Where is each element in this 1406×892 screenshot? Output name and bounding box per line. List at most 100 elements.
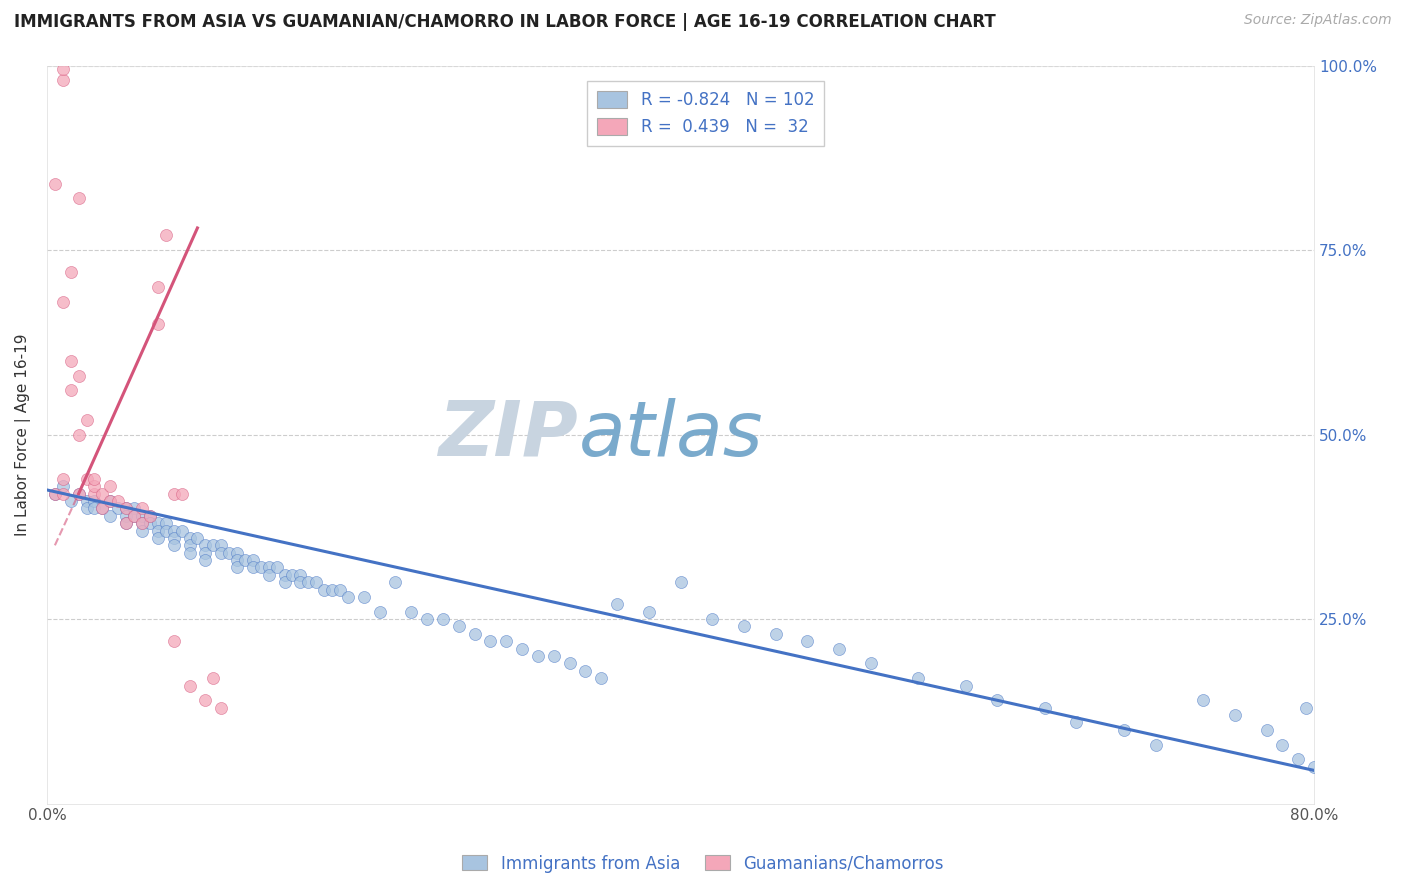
- Point: [257, 567, 280, 582]
- Point: [146, 280, 169, 294]
- Point: [257, 560, 280, 574]
- Point: [98, 494, 121, 508]
- Point: [163, 524, 186, 538]
- Point: [146, 531, 169, 545]
- Point: [1033, 700, 1056, 714]
- Point: [139, 516, 162, 531]
- Point: [91, 486, 114, 500]
- Point: [67, 427, 90, 442]
- Point: [122, 501, 145, 516]
- Point: [859, 657, 882, 671]
- Point: [76, 501, 98, 516]
- Point: [115, 501, 138, 516]
- Point: [1303, 760, 1326, 774]
- Point: [98, 508, 121, 523]
- Point: [233, 553, 256, 567]
- Point: [91, 501, 114, 516]
- Point: [52, 486, 75, 500]
- Legend: R = -0.824   N = 102, R =  0.439   N =  32: R = -0.824 N = 102, R = 0.439 N = 32: [588, 81, 824, 146]
- Point: [67, 486, 90, 500]
- Point: [336, 590, 359, 604]
- Point: [1066, 715, 1088, 730]
- Point: [91, 501, 114, 516]
- Point: [76, 413, 98, 427]
- Point: [155, 228, 177, 243]
- Point: [76, 494, 98, 508]
- Point: [67, 191, 90, 205]
- Point: [907, 671, 929, 685]
- Point: [170, 524, 193, 538]
- Point: [83, 486, 105, 500]
- Point: [702, 612, 724, 626]
- Point: [290, 575, 312, 590]
- Point: [155, 524, 177, 538]
- Point: [83, 479, 105, 493]
- Point: [139, 508, 162, 523]
- Point: [83, 472, 105, 486]
- Point: [44, 486, 66, 500]
- Point: [202, 538, 225, 552]
- Point: [353, 590, 375, 604]
- Text: Source: ZipAtlas.com: Source: ZipAtlas.com: [1244, 13, 1392, 28]
- Point: [273, 575, 295, 590]
- Point: [1256, 723, 1278, 737]
- Point: [194, 538, 217, 552]
- Point: [828, 641, 851, 656]
- Point: [510, 641, 533, 656]
- Point: [1144, 738, 1167, 752]
- Point: [122, 508, 145, 523]
- Point: [574, 664, 596, 678]
- Point: [194, 546, 217, 560]
- Point: [226, 560, 249, 574]
- Point: [218, 546, 240, 560]
- Point: [186, 531, 208, 545]
- Point: [1223, 708, 1246, 723]
- Point: [163, 538, 186, 552]
- Point: [131, 508, 153, 523]
- Point: [1112, 723, 1135, 737]
- Point: [179, 538, 201, 552]
- Point: [986, 693, 1008, 707]
- Point: [59, 265, 82, 279]
- Point: [401, 605, 423, 619]
- Point: [52, 479, 75, 493]
- Point: [226, 546, 249, 560]
- Point: [209, 538, 232, 552]
- Point: [139, 508, 162, 523]
- Point: [59, 353, 82, 368]
- Point: [591, 671, 613, 685]
- Point: [98, 494, 121, 508]
- Point: [131, 516, 153, 531]
- Point: [59, 384, 82, 398]
- Point: [1295, 700, 1317, 714]
- Point: [249, 560, 271, 574]
- Point: [67, 368, 90, 383]
- Text: IMMIGRANTS FROM ASIA VS GUAMANIAN/CHAMORRO IN LABOR FORCE | AGE 16-19 CORRELATIO: IMMIGRANTS FROM ASIA VS GUAMANIAN/CHAMOR…: [14, 13, 995, 31]
- Point: [464, 627, 486, 641]
- Point: [209, 546, 232, 560]
- Point: [52, 62, 75, 77]
- Point: [146, 516, 169, 531]
- Point: [281, 567, 304, 582]
- Point: [543, 648, 565, 663]
- Point: [131, 516, 153, 531]
- Point: [194, 693, 217, 707]
- Point: [98, 479, 121, 493]
- Point: [107, 494, 129, 508]
- Point: [59, 494, 82, 508]
- Point: [321, 582, 343, 597]
- Point: [67, 486, 90, 500]
- Point: [115, 501, 138, 516]
- Point: [479, 634, 502, 648]
- Point: [163, 531, 186, 545]
- Point: [527, 648, 550, 663]
- Point: [44, 177, 66, 191]
- Point: [202, 671, 225, 685]
- Point: [242, 560, 264, 574]
- Point: [209, 700, 232, 714]
- Point: [131, 524, 153, 538]
- Point: [52, 294, 75, 309]
- Point: [76, 472, 98, 486]
- Point: [290, 567, 312, 582]
- Point: [273, 567, 295, 582]
